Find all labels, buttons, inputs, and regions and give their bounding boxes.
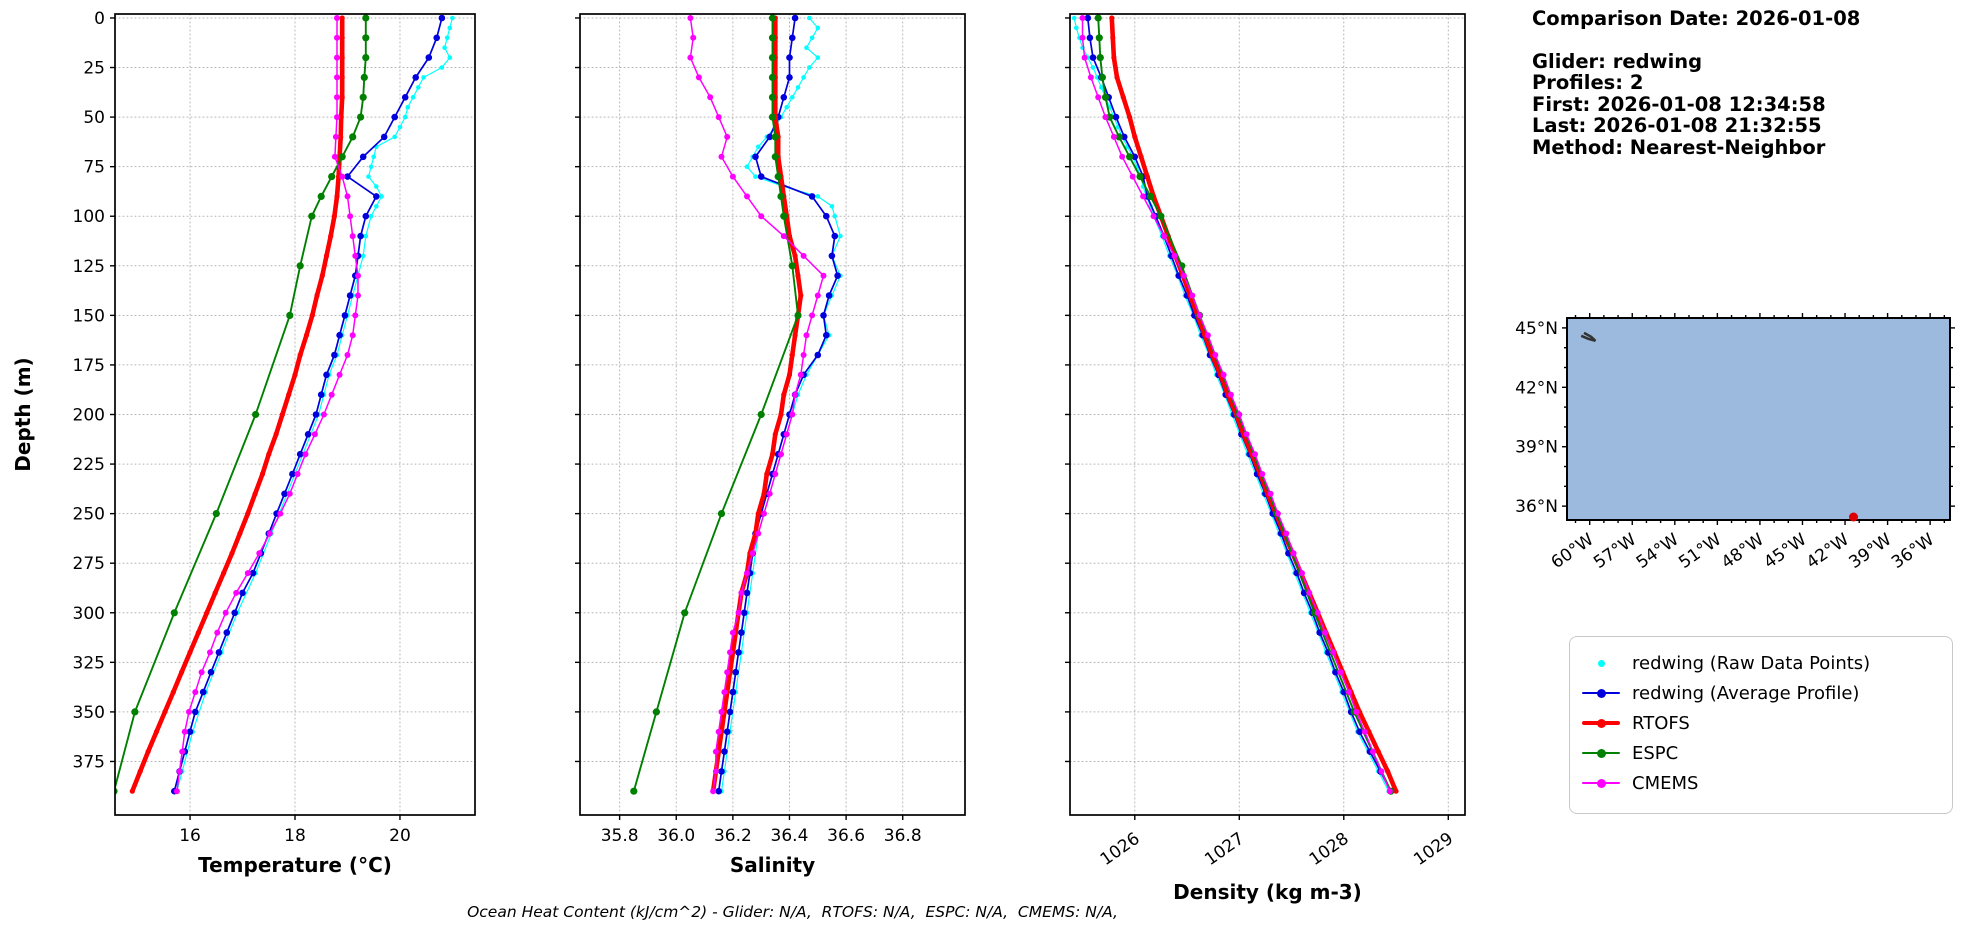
y-tick-label: 375 bbox=[73, 752, 105, 772]
glider-name: Glider: redwing bbox=[1532, 49, 1703, 73]
temperature-panel: 16 18 200255075100125150175200225250275300… bbox=[11, 9, 476, 877]
x-tick-label: 1029 bbox=[1410, 829, 1457, 870]
y-axis-label: Depth (m) bbox=[11, 357, 35, 471]
glider-location-marker bbox=[1849, 512, 1858, 522]
comparison-info-block: Comparison Date: 2026-01-08 Glider: redw… bbox=[1532, 8, 1860, 158]
legend-label: redwing (Average Profile) bbox=[1632, 682, 1860, 704]
legend-label: CMEMS bbox=[1632, 772, 1699, 794]
legend-label: ESPC bbox=[1632, 742, 1679, 764]
series-espc bbox=[115, 14, 370, 795]
method-label: Method: Nearest-Neighbor bbox=[1532, 135, 1826, 159]
y-tick-label: 200 bbox=[73, 406, 105, 426]
map-lon-label: 36°W bbox=[1888, 530, 1938, 573]
y-tick-label: 0 bbox=[94, 9, 105, 29]
x-axis-label: Salinity bbox=[730, 853, 815, 877]
series-espc bbox=[1094, 14, 1395, 795]
y-tick-label: 250 bbox=[73, 505, 105, 525]
series-cmems bbox=[173, 15, 361, 795]
x-tick-label: 20 bbox=[389, 826, 411, 846]
legend-item-espc: ESPC bbox=[1582, 738, 1944, 768]
map-inset: 60°W57°W54°W51°W48°W45°W42°W39°W36°W 45°N… bbox=[1515, 313, 1955, 573]
y-tick-label: 75 bbox=[83, 158, 105, 178]
legend-item-redwing-average-profile: redwing (Average Profile) bbox=[1582, 678, 1944, 708]
x-tick-label: 35.8 bbox=[601, 826, 639, 846]
x-tick-label: 16 bbox=[179, 826, 201, 846]
first-profile-time: First: 2026-01-08 12:34:58 bbox=[1532, 92, 1826, 116]
y-tick-label: 100 bbox=[73, 207, 105, 227]
coastline bbox=[1580, 331, 1597, 343]
map-lon-label: 60°W bbox=[1548, 530, 1598, 573]
series-redwing-average-profile bbox=[171, 14, 446, 795]
series-redwing-raw-data-points bbox=[174, 15, 455, 794]
ocean-heat-content-caption: Ocean Heat Content (kJ/cm^2) - Glider: N… bbox=[467, 903, 1118, 921]
legend-item-rtofs: RTOFS bbox=[1582, 708, 1944, 738]
legend-label: RTOFS bbox=[1632, 712, 1690, 734]
legend-dot-marker-icon bbox=[1582, 648, 1620, 678]
series-espc bbox=[630, 14, 802, 795]
series-redwing-average-profile bbox=[715, 14, 841, 795]
x-tick-label: 36.8 bbox=[884, 826, 922, 846]
map-lon-label: 51°W bbox=[1675, 530, 1725, 573]
y-tick-label: 150 bbox=[73, 306, 105, 326]
x-tick-label: 1026 bbox=[1097, 829, 1144, 870]
y-tick-label: 325 bbox=[73, 653, 105, 673]
map-lat-label: 39°N bbox=[1515, 438, 1558, 458]
legend-label: redwing (Raw Data Points) bbox=[1632, 652, 1871, 674]
map-lon-label: 54°W bbox=[1633, 530, 1683, 573]
x-tick-label: 36.2 bbox=[714, 826, 752, 846]
map-lat-label: 36°N bbox=[1515, 497, 1558, 517]
x-tick-label: 36.6 bbox=[827, 826, 865, 846]
map-lon-label: 57°W bbox=[1590, 530, 1640, 573]
map-lat-label: 45°N bbox=[1515, 319, 1558, 339]
profiles-count: Profiles: 2 bbox=[1532, 71, 1644, 94]
legend-line-dot-marker-icon bbox=[1582, 768, 1620, 798]
y-tick-label: 275 bbox=[73, 554, 105, 574]
y-tick-label: 25 bbox=[83, 59, 105, 79]
last-profile-time: Last: 2026-01-08 21:32:55 bbox=[1532, 114, 1822, 137]
map-lon-label: 42°W bbox=[1803, 530, 1853, 573]
x-axis-label: Density (kg m-3) bbox=[1173, 880, 1362, 904]
x-tick-label: 36.0 bbox=[657, 826, 695, 846]
comparison-date: Comparison Date: 2026-01-08 bbox=[1532, 7, 1861, 30]
legend: redwing (Raw Data Points) redwing (Averag… bbox=[1569, 636, 1953, 814]
map-lon-label: 45°W bbox=[1760, 530, 1810, 573]
legend-line-dot-marker-icon bbox=[1582, 708, 1620, 738]
legend-item-cmems: CMEMS bbox=[1582, 768, 1944, 798]
y-tick-label: 50 bbox=[83, 108, 105, 128]
y-tick-label: 125 bbox=[73, 257, 105, 277]
salinity-panel: 35.8 36.0 36.2 36.4 36.6 36.8 Salinity bbox=[575, 13, 966, 877]
x-tick-label: 36.4 bbox=[771, 826, 809, 846]
legend-line-dot-marker-icon bbox=[1582, 678, 1620, 708]
map-ocean bbox=[1566, 317, 1951, 521]
map-lat-label: 42°N bbox=[1515, 378, 1558, 398]
y-tick-label: 350 bbox=[73, 703, 105, 723]
y-tick-label: 225 bbox=[73, 455, 105, 475]
map-lon-label: 48°W bbox=[1718, 530, 1768, 573]
series-cmems bbox=[687, 15, 827, 795]
legend-line-dot-marker-icon bbox=[1582, 738, 1620, 768]
series-rtofs bbox=[1109, 15, 1399, 794]
map-lon-label: 39°W bbox=[1846, 530, 1896, 573]
y-tick-label: 175 bbox=[73, 356, 105, 376]
x-tick-label: 1027 bbox=[1201, 829, 1248, 870]
density-panel: 1026 1027 1028 1029 Density (kg m-3) bbox=[1065, 13, 1466, 904]
y-tick-label: 300 bbox=[73, 604, 105, 624]
legend-item-redwing-raw-data-points: redwing (Raw Data Points) bbox=[1582, 648, 1944, 678]
x-axis-label: Temperature (°C) bbox=[198, 853, 392, 877]
x-tick-label: 1028 bbox=[1306, 829, 1353, 870]
info-spacer bbox=[1532, 30, 1860, 51]
x-tick-label: 18 bbox=[284, 826, 306, 846]
series-rtofs bbox=[129, 15, 345, 794]
series-cmems bbox=[1079, 15, 1393, 795]
